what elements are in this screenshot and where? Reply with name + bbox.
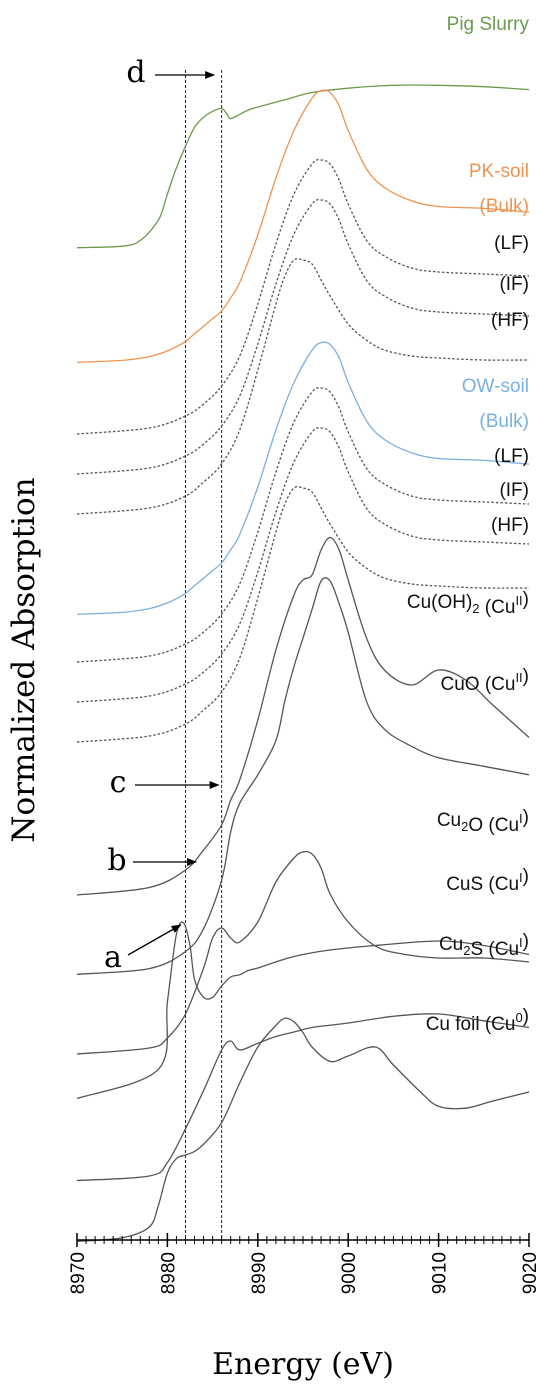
x-tick-label: 8980 [158, 1252, 179, 1294]
series-label-6: OW-soil [462, 376, 529, 397]
series-label-7: (LF) [494, 446, 529, 467]
series-line-14 [76, 1013, 530, 1182]
series-label-8: (IF) [499, 480, 529, 501]
series-label-9: (HF) [491, 515, 529, 536]
series-line-11 [76, 577, 530, 975]
series-label-13: CuS (CuI) [446, 866, 529, 895]
series-line-9 [76, 485, 530, 743]
series-line-1 [76, 84, 530, 249]
spectra-curves [76, 84, 530, 1243]
series-label-2: PK-soil [469, 161, 529, 182]
reference-lines [184, 70, 223, 1240]
series-label-12: Cu2O (CuI) [437, 807, 529, 836]
series-line-6 [76, 341, 530, 615]
series-labels: Pig Slurry PK-soil (Bulk) (LF) (IF) (HF) OW-so… [407, 14, 530, 1035]
x-tick-label: 9010 [430, 1252, 451, 1294]
annotation-label-a: a [104, 940, 122, 975]
series-line-13 [76, 921, 530, 1100]
series-label-11: CuO (CuII) [440, 666, 529, 695]
series-label-14: Cu2S (CuI) [439, 931, 529, 960]
series-line-7 [76, 387, 530, 663]
series-line-2 [76, 89, 530, 363]
annotation-arrow-a [127, 924, 182, 956]
series-label-5: (HF) [491, 310, 529, 331]
annotation-markers: a b c d [104, 55, 220, 975]
y-axis-label: Normalized Absorption [6, 477, 42, 842]
series-line-4 [76, 199, 530, 475]
series-label-1: Pig Slurry [447, 14, 530, 35]
series-label-4: (IF) [499, 274, 529, 295]
series-label-2-line-2: (Bulk) [479, 196, 529, 217]
x-tick-label: 9020 [520, 1252, 541, 1294]
x-tick-label: 8990 [249, 1252, 270, 1294]
series-line-8 [76, 427, 530, 703]
series-line-10 [76, 536, 530, 896]
x-tick-label: 8970 [68, 1252, 89, 1294]
series-label-6-line-2: (Bulk) [479, 411, 529, 432]
annotation-label-c: c [110, 765, 127, 800]
x-axis-label: Energy (eV) [212, 1347, 394, 1382]
annotation-label-b: b [107, 843, 126, 878]
series-label-15: Cu foil (Cu0) [426, 1006, 529, 1035]
series-line-12 [76, 850, 530, 1055]
series-line-3 [76, 159, 530, 435]
x-axis: 8970 8980 8990 9000 9010 9020 [68, 1233, 541, 1294]
series-label-10: Cu(OH)2 (CuII) [407, 589, 529, 618]
x-tick-label: 9000 [339, 1252, 360, 1294]
series-label-3: (LF) [494, 233, 529, 254]
annotation-label-d: d [126, 55, 145, 90]
series-line-15 [76, 1017, 530, 1243]
